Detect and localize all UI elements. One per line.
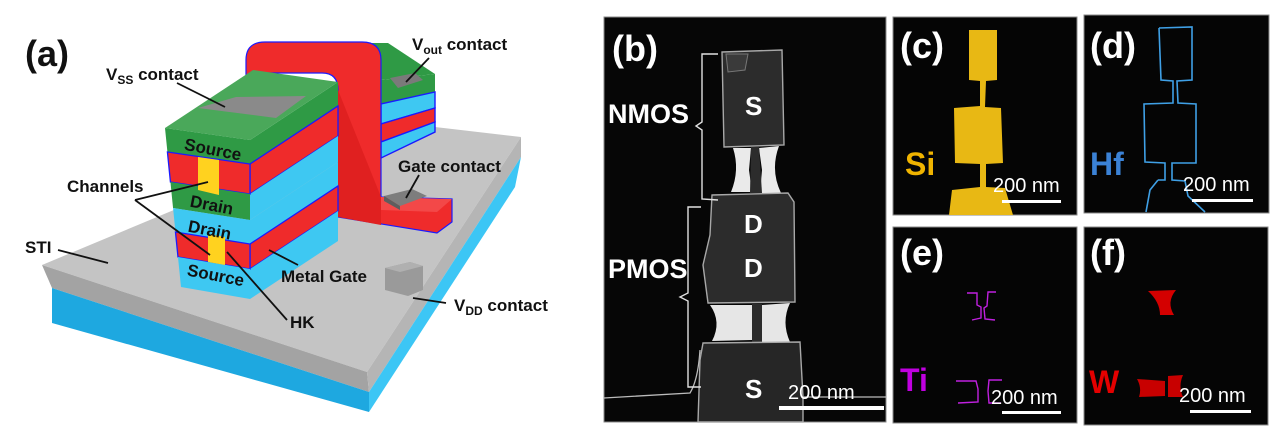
upper-gate-right [759,146,781,193]
w-map-lower-left [1137,379,1165,397]
scale-label-c: 200 nm [993,175,1060,197]
nmos-bracket [694,53,719,201]
device-stack [165,70,339,299]
element-label-hf: Hf [1090,146,1124,182]
panel-d-label: (d) [1090,25,1136,66]
gate-contact-label: Gate contact [398,157,501,176]
side-layer-source-top [250,82,338,164]
vdd-contact-label: VDD contact [454,296,548,318]
hf-map [1143,26,1206,213]
substrate-right-face [369,157,521,412]
element-label-w: W [1089,364,1120,400]
substrate-front-face [52,288,369,412]
vss-contact [198,96,306,118]
region-s-top: S [745,91,762,121]
panel-d-hf-map: (d) Hf 200 nm [1083,14,1270,214]
scale-bar-d [1192,199,1253,202]
sti-front-face [42,265,369,392]
scale-label-b: 200 nm [788,382,855,404]
si-map [949,30,1013,215]
scale-bar-e [1002,411,1061,414]
w-map-lower-right [1168,375,1183,397]
ti-map [956,291,1002,404]
scale-bar-f [1190,410,1251,413]
sti-right-face [367,137,521,392]
scale-label-d: 200 nm [1183,174,1250,196]
hk-label: HK [290,313,315,332]
pmos-label: PMOS [608,254,688,284]
upper-gate-left [731,148,752,192]
metal-gate-label: Metal Gate [281,267,367,286]
panel-a-label: (a) [25,33,69,74]
region-s-bottom: S [745,374,762,404]
front-layer-source-bottom [177,257,250,299]
panel-e-label: (e) [900,232,944,273]
drain-block [702,192,796,304]
channel-upper [198,157,219,195]
panel-f-w-map: (f) W 200 nm [1083,226,1269,426]
side-layer-drain-upper [250,136,338,220]
lower-gate-left [710,305,752,341]
front-layer-drain-upper [170,182,250,220]
panel-f-label: (f) [1090,232,1126,273]
vss-contact-label: VSS contact [106,65,199,87]
panel-e-ti-map: (e) Ti 200 nm [892,226,1078,424]
front-layer-drain-lower [173,208,250,244]
scale-label-f: 200 nm [1179,385,1246,407]
w-map-upper [1148,290,1176,315]
panel-b-tem: (b) NMOS PMOS S D D S 200 nm [603,16,887,423]
element-label-si: Si [905,146,935,182]
region-d-lower: D [744,253,763,283]
side-layer-drain-lower [250,162,338,244]
side-layer-source-bottom [250,211,338,299]
nmos-source-block [721,49,785,148]
scale-bar-c [1002,200,1061,203]
leader-lines [57,57,447,321]
pmos-bracket [678,206,701,388]
panel-a-schematic: (a) VSS contact Vout contact Gate contac… [25,33,548,412]
panel-c-label: (c) [900,25,944,66]
lower-gate-right [762,303,790,342]
channels-label: Channels [67,177,144,196]
region-d-upper: D [744,209,763,239]
panel-b-label: (b) [612,28,658,69]
vdd-contact-top [385,262,423,272]
sti-label: STI [25,238,51,257]
scale-bar-b [779,406,884,410]
element-label-ti: Ti [900,362,928,398]
nmos-label: NMOS [608,99,689,129]
channel-lower [208,234,225,265]
panel-c-si-map: (c) Si 200 nm [892,16,1078,216]
front-layer-source-top [165,128,250,164]
bottom-source-block [697,341,804,423]
vout-contact-label: Vout contact [412,35,508,57]
scale-label-e: 200 nm [991,387,1058,409]
